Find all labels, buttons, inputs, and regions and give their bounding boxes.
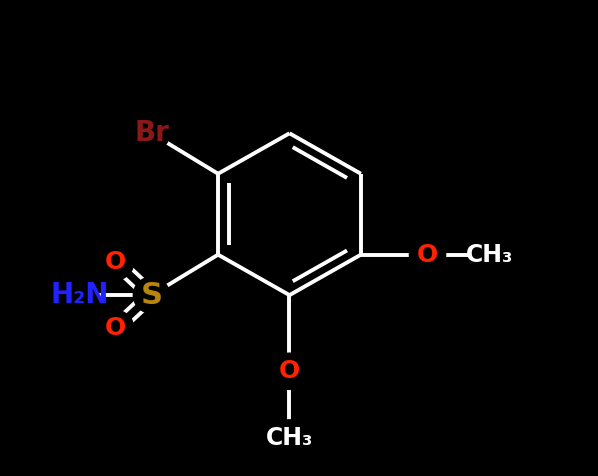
Circle shape [471, 237, 508, 273]
Circle shape [133, 115, 169, 151]
Circle shape [62, 277, 98, 313]
Text: O: O [105, 250, 126, 274]
Text: S: S [141, 281, 163, 309]
Circle shape [133, 277, 169, 313]
Circle shape [271, 420, 307, 456]
Circle shape [410, 237, 446, 273]
Circle shape [271, 353, 307, 389]
Text: O: O [417, 243, 438, 267]
Text: Br: Br [134, 119, 169, 147]
Text: CH₃: CH₃ [466, 243, 513, 267]
Text: CH₃: CH₃ [266, 426, 313, 450]
Circle shape [97, 244, 134, 280]
Text: O: O [279, 359, 300, 383]
Text: O: O [105, 317, 126, 340]
Circle shape [97, 310, 134, 347]
Text: H₂N: H₂N [51, 281, 109, 309]
